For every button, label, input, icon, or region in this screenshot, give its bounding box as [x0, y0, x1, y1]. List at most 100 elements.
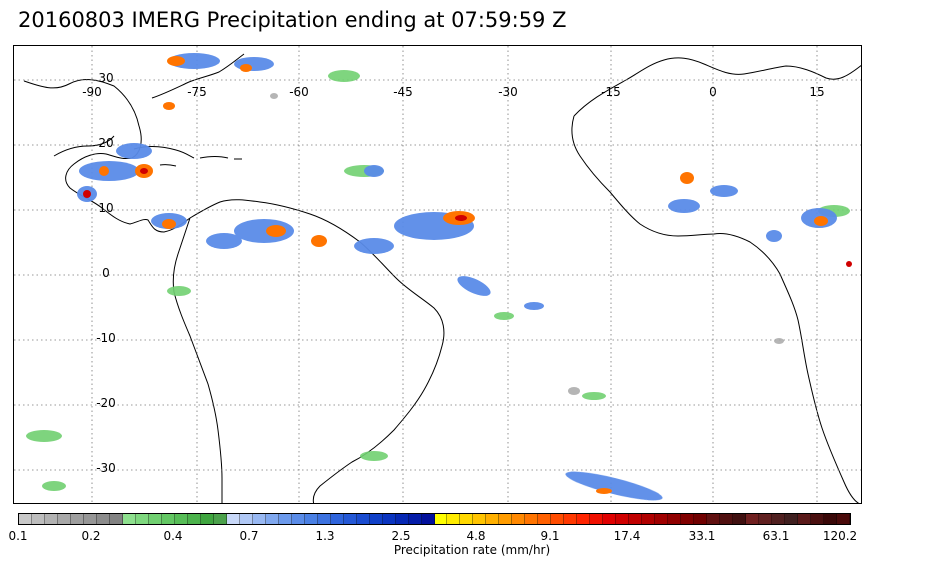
colorbar-cell — [252, 514, 266, 524]
colorbar-cell — [655, 514, 669, 524]
colorbar-cell — [19, 514, 32, 524]
rain-cell — [494, 312, 514, 320]
colorbar-cell — [473, 514, 487, 524]
lon-label: -75 — [187, 85, 207, 99]
colorbar-tick-label: 1.3 — [315, 529, 335, 543]
rain-cell — [42, 481, 66, 491]
colorbar-tick-label: 2.5 — [391, 529, 411, 543]
colorbar-cell — [824, 514, 838, 524]
graticule — [14, 46, 861, 503]
rain-cell — [524, 302, 544, 310]
colorbar-cell — [278, 514, 292, 524]
colorbar-cell — [837, 514, 850, 524]
coastline-hispaniola — [199, 156, 229, 159]
coastline-us-east — [151, 53, 245, 99]
colorbar-cell — [343, 514, 357, 524]
rain-cell — [582, 392, 606, 400]
colorbar-tick-label: 33.1 — [688, 529, 716, 543]
colorbar-cell — [408, 514, 422, 524]
coastline-africa-west — [571, 115, 860, 503]
colorbar-cell — [590, 514, 604, 524]
rain-cell — [26, 430, 62, 442]
lon-labels: -90 -75 -60 -45 -30 -15 0 15 — [82, 85, 824, 99]
colorbar-tick-label: 0.4 — [163, 529, 183, 543]
rain-cell — [457, 276, 491, 296]
colorbar-cell — [772, 514, 786, 524]
rain-cell — [774, 338, 784, 344]
colorbar-cell — [161, 514, 175, 524]
colorbar-cell — [629, 514, 643, 524]
colorbar-cell — [434, 514, 448, 524]
lat-label: 0 — [102, 266, 110, 280]
colorbar-cell — [486, 514, 500, 524]
rain-cell — [167, 286, 191, 296]
colorbar-cell — [382, 514, 396, 524]
colorbar-cell — [213, 514, 227, 524]
rain-cell — [234, 219, 294, 243]
colorbar-tick-label: 9.1 — [540, 529, 560, 543]
colorbar-cell — [681, 514, 695, 524]
rain-cell — [234, 57, 274, 71]
lon-label: 15 — [809, 85, 824, 99]
coastline-gulf — [53, 135, 115, 157]
map-title: 20160803 IMERG Precipitation ending at 0… — [18, 8, 567, 32]
rain-cell — [311, 235, 327, 247]
colorbar-cell — [512, 514, 526, 524]
colorbar-tick-label: 0.2 — [81, 529, 101, 543]
rain-cell — [710, 185, 738, 197]
colorbar-cell — [70, 514, 84, 524]
lon-label: -60 — [289, 85, 309, 99]
rain-cell — [455, 215, 467, 221]
colorbar-cell — [499, 514, 513, 524]
rain-cell — [266, 225, 286, 237]
rain-cell — [846, 261, 852, 267]
colorbar-cell — [317, 514, 331, 524]
lat-label: 20 — [98, 136, 113, 150]
colorbar-cell — [44, 514, 58, 524]
colorbar-cell — [733, 514, 747, 524]
colorbar-cell — [83, 514, 97, 524]
colorbar-cell — [785, 514, 799, 524]
colorbar-cell — [369, 514, 383, 524]
colorbar-tick-label: 120.2 — [822, 529, 858, 543]
rain-cell — [163, 102, 175, 110]
rain-cell — [206, 233, 242, 249]
colorbar-cell — [642, 514, 656, 524]
rain-cell — [766, 230, 782, 242]
colorbar-cell — [564, 514, 578, 524]
rain-cell — [140, 168, 148, 174]
colorbar-cell — [291, 514, 305, 524]
colorbar-cell — [356, 514, 370, 524]
colorbar-tick-label: 0.7 — [239, 529, 259, 543]
rain-cell — [270, 93, 278, 99]
colorbar-cell — [525, 514, 539, 524]
precipitation-colorbar — [18, 513, 851, 525]
lat-labels: 30 20 10 0 -10 -20 -30 — [96, 71, 116, 475]
colorbar-cell — [174, 514, 188, 524]
colorbar-cell — [122, 514, 136, 524]
lat-label: 10 — [98, 201, 113, 215]
rain-cell — [814, 216, 828, 226]
colorbar-cell — [57, 514, 71, 524]
colorbar-tick-labels: 0.1 0.2 0.4 0.7 1.3 2.5 4.8 9.1 17.4 33.… — [8, 529, 857, 543]
colorbar-cell — [135, 514, 149, 524]
rain-cell — [240, 64, 252, 72]
colorbar-cell — [460, 514, 474, 524]
colorbar-cell — [668, 514, 682, 524]
lon-label: -30 — [498, 85, 518, 99]
precipitation-field — [26, 53, 852, 501]
colorbar-cell — [798, 514, 812, 524]
rain-cell — [568, 387, 580, 395]
rain-cell — [360, 451, 388, 461]
colorbar-cell — [265, 514, 279, 524]
rain-cell — [167, 56, 185, 66]
coastline-south-america-east — [189, 199, 445, 503]
colorbar-cell — [616, 514, 630, 524]
rain-cell — [565, 471, 663, 501]
precipitation-map: -90 -75 -60 -45 -30 -15 0 15 30 20 10 0 … — [13, 45, 862, 504]
colorbar-title: Precipitation rate (mm/hr) — [393, 543, 551, 557]
coastline-south-america-west — [172, 217, 223, 503]
colorbar-cell — [304, 514, 318, 524]
coastline-north-america — [23, 79, 191, 233]
colorbar-cell — [759, 514, 773, 524]
